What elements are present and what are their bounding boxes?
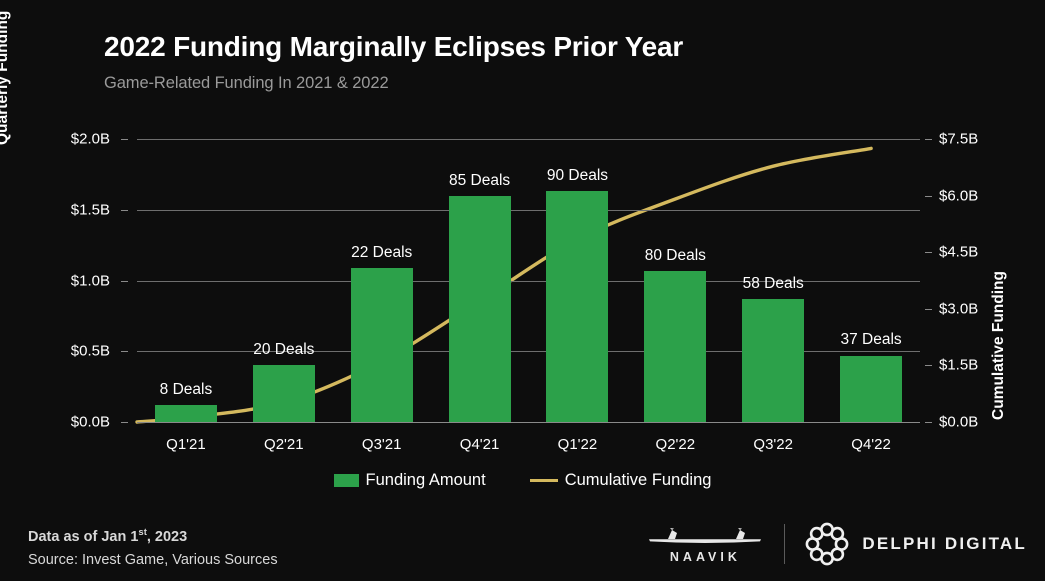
- x-axis-tick-label: Q4'21: [459, 436, 500, 453]
- y-axis-left-tick-label: $0.0B: [70, 413, 110, 431]
- data-as-of-prefix: Data as of Jan 1: [28, 528, 139, 545]
- bar-value-label: 80 Deals: [644, 246, 706, 264]
- y-axis-right-tick-label: $0.0B: [939, 413, 979, 431]
- bar-value-label: 20 Deals: [253, 341, 315, 359]
- y-axis-left-tick-mark: [121, 209, 128, 211]
- bar-value-label: 58 Deals: [742, 274, 804, 292]
- chart-legend: Funding Amount Cumulative Funding: [0, 471, 1045, 490]
- x-axis-tick-label: Q1'22: [557, 436, 598, 453]
- bar[interactable]: [448, 195, 511, 422]
- data-as-of-line: Data as of Jan 1st, 2023: [28, 521, 278, 549]
- legend-item-funding-amount[interactable]: Funding Amount: [333, 471, 486, 490]
- x-axis-tick-label: Q1'21: [166, 436, 206, 453]
- y-axis-left-title: Quarterly Funding: [0, 10, 11, 145]
- data-as-of-suffix: , 2023: [146, 528, 188, 545]
- bar-value-label: 90 Deals: [546, 167, 609, 185]
- page-title: 2022 Funding Marginally Eclipses Prior Y…: [104, 31, 684, 62]
- plot-area: [135, 139, 920, 424]
- x-axis-tick-label: Q3'21: [361, 436, 402, 453]
- logo-divider: [784, 524, 786, 564]
- gridline: [137, 209, 920, 211]
- source-line: Source: Invest Game, Various Sources: [28, 551, 278, 568]
- gridline: [137, 139, 920, 140]
- delphi-ring-icon: [806, 522, 849, 566]
- bar[interactable]: [840, 355, 903, 422]
- gridline: [137, 280, 920, 282]
- y-axis-left-tick-mark: [121, 280, 128, 282]
- footer-logos: NAAVIK DELPHI DIGITAL: [646, 522, 1027, 566]
- y-axis-right-tick-mark: [925, 365, 932, 367]
- bar[interactable]: [154, 405, 217, 422]
- bar-value-label: 37 Deals: [840, 331, 902, 349]
- bar[interactable]: [546, 191, 609, 422]
- bar[interactable]: [742, 298, 805, 422]
- y-axis-right-tick-label: $1.5B: [939, 356, 979, 374]
- x-axis-tick-label: Q4'22: [851, 436, 891, 453]
- x-axis-tick-label: Q2'22: [655, 436, 696, 453]
- naavik-boat-icon: [649, 527, 762, 543]
- legend-swatch-bar-icon: [333, 474, 359, 487]
- x-axis-tick-label: Q3'22: [753, 436, 793, 453]
- legend-swatch-line-icon: [529, 479, 558, 482]
- legend-label-cumulative-funding: Cumulative Funding: [564, 471, 712, 489]
- y-axis-right-tick-mark: [925, 139, 932, 140]
- data-as-of-ordinal: st: [138, 527, 147, 538]
- y-axis-left-tick-label: $1.0B: [70, 272, 110, 289]
- y-axis-right-tick-mark: [925, 422, 932, 423]
- y-axis-right-tick-mark: [925, 195, 932, 197]
- y-axis-right-tick-mark: [925, 308, 932, 310]
- bar[interactable]: [350, 267, 413, 422]
- y-axis-right-tick-label: $3.0B: [939, 300, 979, 318]
- y-axis-left-tick-label: $2.0B: [70, 130, 110, 148]
- legend-item-cumulative-funding[interactable]: Cumulative Funding: [529, 471, 712, 490]
- gridline: [137, 351, 920, 353]
- y-axis-left-tick-label: $1.5B: [70, 201, 110, 219]
- y-axis-left-tick-mark: [121, 139, 128, 140]
- bar-value-label: 85 Deals: [448, 171, 511, 189]
- bar-value-label: 22 Deals: [351, 243, 413, 261]
- y-axis-left-tick-mark: [121, 422, 128, 423]
- y-axis-left-ticks: $0.0B $0.5B $1.0B $1.5B $2.0B: [0, 131, 128, 431]
- gridline: [137, 422, 920, 423]
- y-axis-right-tick-mark: [925, 252, 932, 254]
- bar-value-label: 8 Deals: [159, 381, 213, 399]
- legend-label-funding-amount: Funding Amount: [365, 471, 486, 489]
- naavik-wordmark: NAAVIK: [669, 549, 741, 564]
- y-axis-right-ticks: $0.0B $1.5B $3.0B $4.5B $6.0B $7.5B: [925, 131, 1005, 431]
- footer-notes: Data as of Jan 1st, 2023 Source: Invest …: [28, 521, 278, 572]
- naavik-logo: NAAVIK: [646, 525, 764, 564]
- y-axis-right-tick-label: $4.5B: [939, 243, 979, 261]
- y-axis-right-tick-label: $6.0B: [939, 187, 979, 205]
- y-axis-left-tick-label: $0.5B: [70, 342, 110, 360]
- delphi-wordmark: DELPHI DIGITAL: [862, 534, 1027, 553]
- y-axis-right-tick-label: $7.5B: [939, 130, 979, 148]
- page-subtitle: Game-Related Funding In 2021 & 2022: [104, 74, 389, 92]
- bar[interactable]: [252, 365, 315, 422]
- delphi-logo: DELPHI DIGITAL: [805, 522, 1027, 566]
- y-axis-left-tick-mark: [121, 351, 128, 353]
- bar[interactable]: [644, 270, 707, 422]
- x-axis-tick-label: Q2'21: [264, 436, 304, 453]
